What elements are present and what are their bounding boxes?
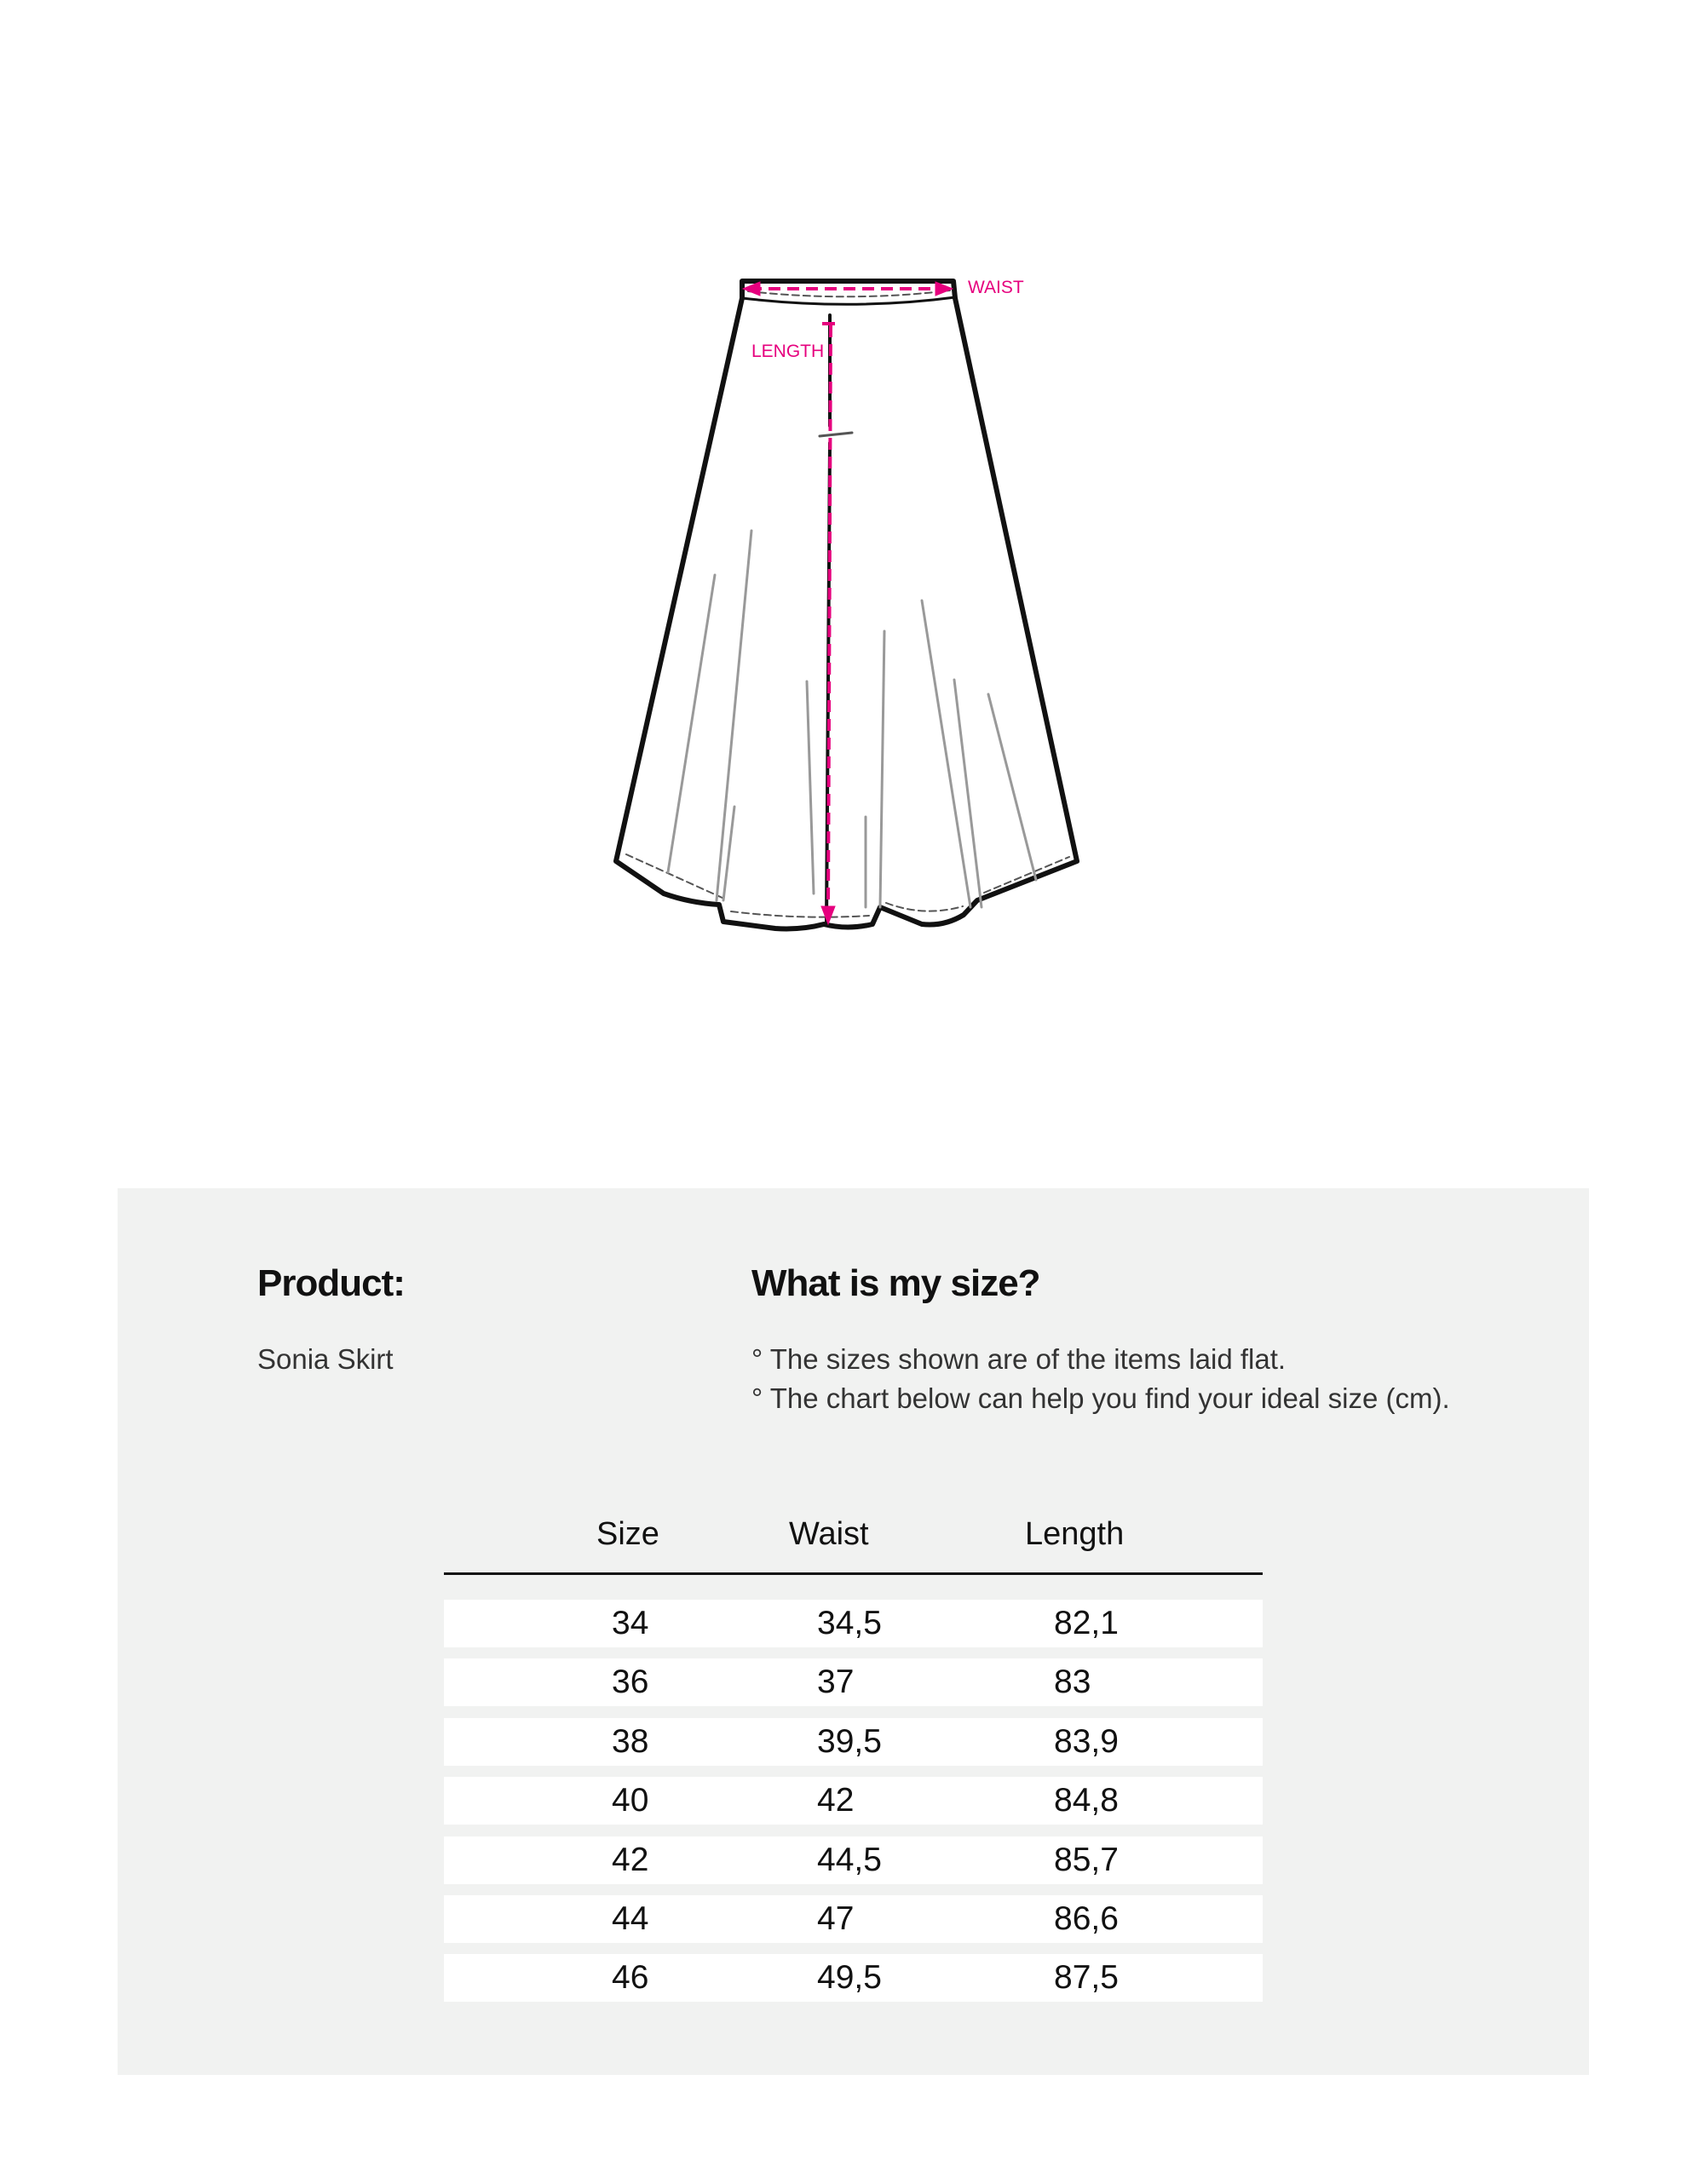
cell-waist: 42 <box>817 1782 855 1819</box>
cell-waist: 44,5 <box>817 1841 882 1878</box>
table-row: 42 44,5 85,7 <box>444 1836 1263 1884</box>
cell-waist: 47 <box>817 1900 855 1937</box>
fold-lines <box>666 529 1038 909</box>
cell-length: 83 <box>1054 1664 1091 1701</box>
header-size: Size <box>596 1516 659 1552</box>
cell-waist: 34,5 <box>817 1605 882 1641</box>
length-measure-arrow <box>820 322 836 926</box>
cell-length: 83,9 <box>1054 1722 1119 1760</box>
cell-size: 44 <box>612 1900 649 1937</box>
size-help-heading: What is my size? <box>751 1262 1041 1304</box>
waistband-seam <box>740 296 957 306</box>
header-length: Length <box>1025 1516 1125 1552</box>
cell-length: 82,1 <box>1054 1605 1119 1641</box>
cell-size: 46 <box>612 1959 649 1997</box>
cell-waist: 39,5 <box>817 1722 882 1760</box>
cell-size: 36 <box>612 1664 649 1701</box>
cell-length: 85,7 <box>1054 1841 1119 1878</box>
skirt-outline <box>613 279 1079 932</box>
length-label: LENGTH <box>751 342 824 361</box>
waist-measure-arrow <box>741 281 954 296</box>
cell-length: 86,6 <box>1054 1900 1119 1937</box>
product-heading: Product: <box>257 1262 406 1304</box>
cell-length: 87,5 <box>1054 1959 1119 1997</box>
cell-waist: 37 <box>817 1664 855 1701</box>
cell-size: 42 <box>612 1841 649 1878</box>
size-note-2: ° The chart below can help you find your… <box>751 1382 1450 1414</box>
skirt-diagram: WAIST LENGTH <box>613 278 1079 932</box>
size-note-1: ° The sizes shown are of the items laid … <box>751 1343 1287 1375</box>
table-row: 40 42 84,8 <box>444 1777 1263 1825</box>
table-row: 46 49,5 87,5 <box>444 1954 1263 2003</box>
table-row: 38 39,5 83,9 <box>444 1717 1263 1766</box>
table-row: 36 37 83 <box>444 1658 1263 1707</box>
cell-length: 84,8 <box>1054 1782 1119 1819</box>
product-name: Sonia Skirt <box>257 1343 394 1375</box>
waist-label: WAIST <box>968 278 1024 297</box>
table-row: 34 34,5 82,1 <box>444 1600 1263 1647</box>
cell-size: 34 <box>612 1605 649 1641</box>
cell-size: 40 <box>612 1782 649 1819</box>
cell-waist: 49,5 <box>817 1959 882 1997</box>
header-waist: Waist <box>789 1516 869 1552</box>
header-divider <box>444 1572 1263 1575</box>
cell-size: 38 <box>612 1722 649 1760</box>
table-row: 44 47 86,6 <box>444 1895 1263 1943</box>
